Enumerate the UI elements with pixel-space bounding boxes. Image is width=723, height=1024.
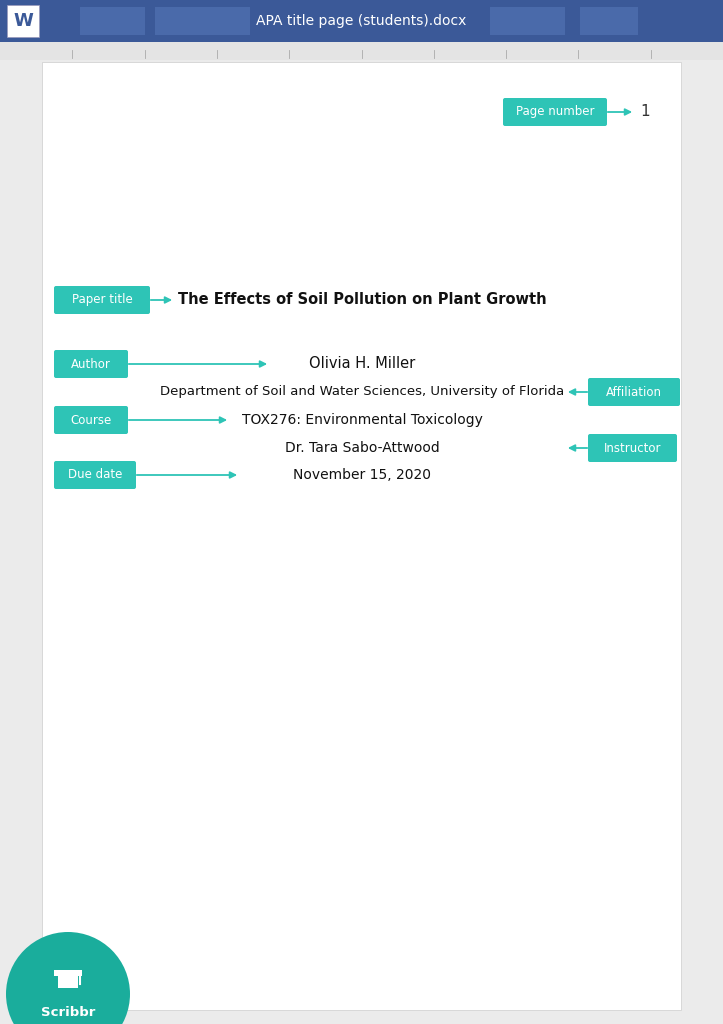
Text: Instructor: Instructor (604, 441, 662, 455)
Circle shape (6, 932, 130, 1024)
Text: Due date: Due date (68, 469, 122, 481)
Text: Dr. Tara Sabo-Attwood: Dr. Tara Sabo-Attwood (285, 441, 440, 455)
Text: Paper title: Paper title (72, 294, 132, 306)
FancyBboxPatch shape (54, 350, 128, 378)
Text: APA title page (students).docx: APA title page (students).docx (257, 14, 466, 28)
Text: Olivia H. Miller: Olivia H. Miller (309, 356, 415, 372)
Text: Affiliation: Affiliation (606, 385, 662, 398)
FancyBboxPatch shape (58, 974, 78, 988)
Bar (490, 7, 565, 35)
FancyBboxPatch shape (7, 5, 39, 37)
Text: Course: Course (70, 414, 111, 427)
Text: Scribbr: Scribbr (40, 1006, 95, 1019)
FancyBboxPatch shape (54, 406, 128, 434)
Text: Department of Soil and Water Sciences, University of Florida: Department of Soil and Water Sciences, U… (160, 385, 564, 398)
FancyBboxPatch shape (588, 378, 680, 406)
FancyBboxPatch shape (503, 98, 607, 126)
FancyBboxPatch shape (54, 286, 150, 314)
Bar (80, 7, 145, 35)
Text: The Effects of Soil Pollution on Plant Growth: The Effects of Soil Pollution on Plant G… (178, 293, 547, 307)
FancyBboxPatch shape (54, 461, 136, 489)
Bar (155, 7, 250, 35)
Bar (42, 62, 681, 1010)
Text: W: W (13, 12, 33, 30)
Bar (54, 970, 82, 976)
Text: November 15, 2020: November 15, 2020 (293, 468, 431, 482)
Text: Author: Author (71, 357, 111, 371)
Bar (0, 0, 723, 42)
FancyBboxPatch shape (588, 434, 677, 462)
Bar (0, 42, 723, 60)
Text: 1: 1 (640, 104, 650, 120)
Text: TOX276: Environmental Toxicology: TOX276: Environmental Toxicology (241, 413, 482, 427)
Text: Page number: Page number (515, 105, 594, 119)
Bar (580, 7, 638, 35)
